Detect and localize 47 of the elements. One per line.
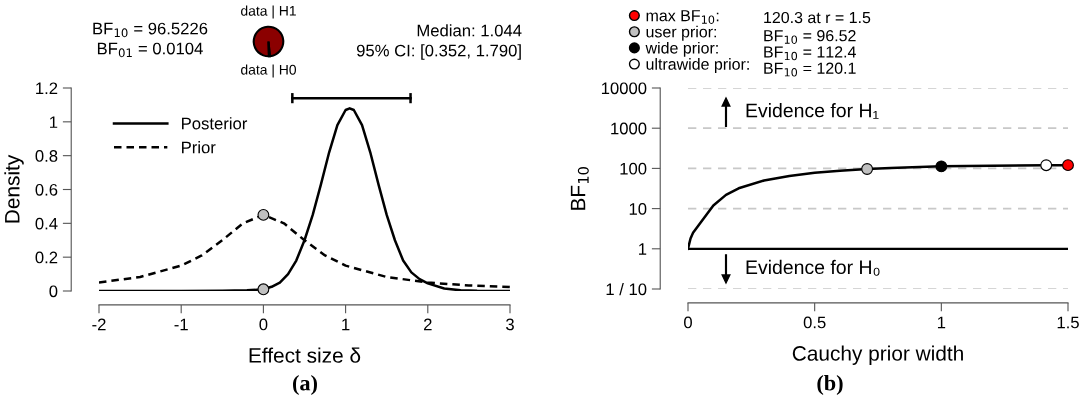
y-tick-label: 0 [49,285,58,298]
x-tick-label: 0.5 [803,316,826,329]
slice-label: data | H1 [241,5,296,19]
x-tick-label: 1.5 [1057,316,1079,329]
legend-label: Posterior [182,117,248,130]
y-tick-label: 0.8 [35,150,58,162]
x-tick-label: -1 [174,318,188,331]
text: Median: 1.044 [417,24,522,37]
text: (a) [293,374,317,396]
y-tick-label: 1000 [611,122,647,135]
y-tick-label: 10 [629,203,647,215]
y-tick-label: 1 / 10 [606,282,647,296]
text: BF$_{10}$ = 112.4 [764,46,856,61]
legend-label: user prior: [646,25,716,41]
legend-label: wide prior: [645,41,718,57]
legend-label: max BF$_{10}$: [646,10,719,24]
text: BF$_{10}$ = 96.5226 [93,22,208,38]
x-tick-label: 2 [424,318,432,331]
x-axis-title: Cauchy prior width [792,345,963,365]
x-tick-label: 1 [937,316,946,329]
y-tick-label: 1.2 [36,82,58,95]
text: BF$_{10}$ = 120.1 [764,62,856,77]
x-tick-label: 3 [506,318,514,331]
text: (b) [817,374,843,396]
text: BF$_{01}$ = 0.0104 [97,42,203,58]
y-tick-label: 0.4 [35,217,58,230]
annotation: Evidence for H₀ [746,259,880,276]
y-axis-title: Density [4,154,24,223]
x-axis-title: Effect size δ [249,347,361,363]
x-tick-label: 0 [259,318,268,331]
y-tick-label: 0.6 [35,183,58,196]
text: BF$_{10}$ = 96.52 [764,30,856,44]
y-tick-label: 0.2 [35,251,58,264]
x-tick-label: 1 [342,318,350,331]
slice-label: data | H0 [241,64,297,78]
y-tick-label: 10000 [601,82,647,95]
annotation: Evidence for H₁ [746,103,879,119]
y-axis-title: BF$_{10}$ [570,167,589,210]
text: 120.3 at r = 1.5 [764,11,871,24]
x-tick-label: -2 [92,318,106,331]
text: 95% CI: [0.352, 1.790] [356,44,521,60]
x-tick-label: 0 [684,316,692,329]
y-tick-label: 1 [50,116,58,128]
legend-label: ultrawide prior: [646,58,749,73]
y-tick-label: 100 [620,162,647,175]
legend-label: Prior [182,141,216,154]
y-tick-label: 1 [639,243,647,255]
